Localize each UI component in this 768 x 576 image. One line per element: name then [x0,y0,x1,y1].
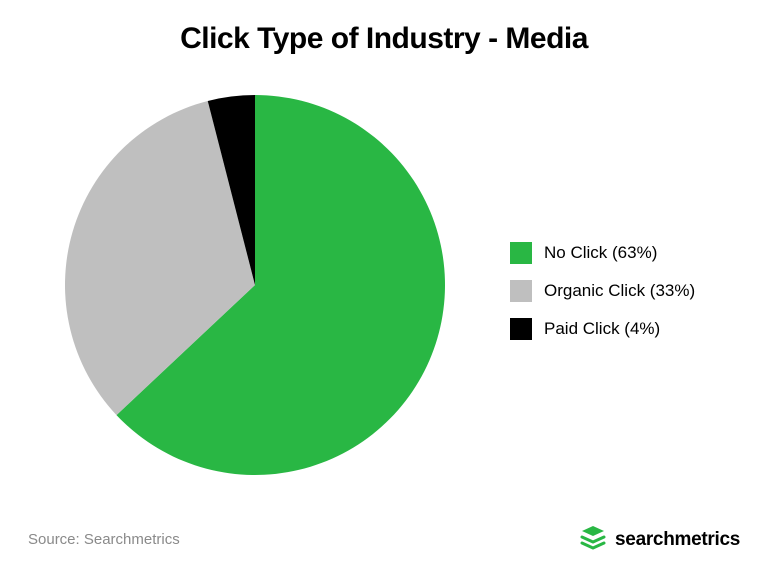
brand-logo-icon [579,523,607,556]
legend: No Click (63%) Organic Click (33%) Paid … [510,242,695,340]
chart-title: Click Type of Industry - Media [0,0,768,56]
footer: Source: Searchmetrics searchmetrics [28,523,740,556]
legend-label: Organic Click (33%) [544,281,695,301]
brand-name: searchmetrics [615,529,740,551]
legend-item-paid-click: Paid Click (4%) [510,318,695,340]
source-text: Source: Searchmetrics [28,531,180,548]
legend-swatch [510,242,532,264]
legend-label: No Click (63%) [544,243,657,263]
legend-item-no-click: No Click (63%) [510,242,695,264]
brand: searchmetrics [579,523,740,556]
legend-swatch [510,280,532,302]
legend-item-organic-click: Organic Click (33%) [510,280,695,302]
legend-swatch [510,318,532,340]
legend-label: Paid Click (4%) [544,319,660,339]
pie-chart [60,90,450,480]
